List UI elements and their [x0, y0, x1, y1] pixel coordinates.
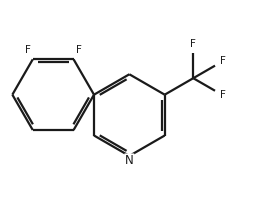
Text: N: N [125, 154, 134, 167]
Text: F: F [76, 46, 82, 55]
Text: F: F [219, 90, 226, 100]
Text: F: F [190, 39, 196, 50]
Text: F: F [25, 46, 30, 55]
Text: F: F [219, 56, 226, 66]
